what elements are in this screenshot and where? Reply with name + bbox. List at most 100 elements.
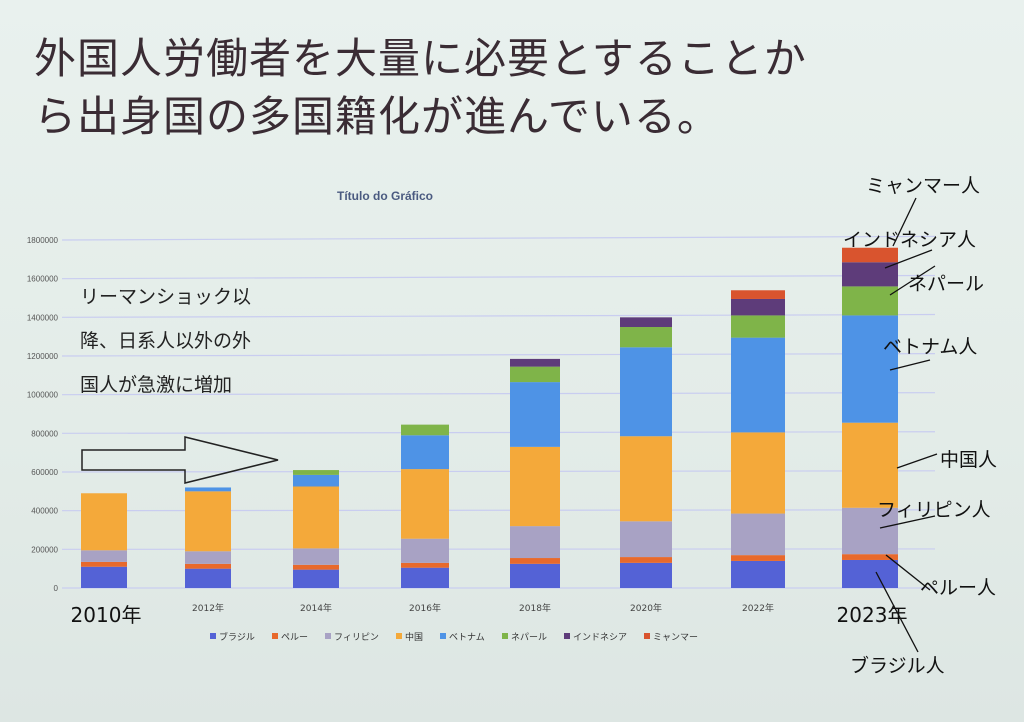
bar-segment [81,566,127,588]
legend-swatch [396,633,402,639]
annotation-leader-line [884,249,933,269]
legend-swatch [564,633,570,639]
x-tick-label: 2022年 [742,602,774,614]
bar-segment [401,469,449,539]
annotation-label: インドネシア人 [843,229,976,251]
legend-label: ミャンマー [653,633,698,643]
bar-segment [620,562,672,588]
legend-label: 中国 [405,631,423,643]
x-tick-label: 2016年 [409,602,441,614]
bar-segment [293,569,339,588]
y-tick-label: 200000 [31,545,58,554]
bar-segment [731,513,785,556]
legend-swatch [440,633,446,639]
chart-bars [81,247,898,588]
bar-segment [81,550,127,562]
x-tick-label: 2018年 [519,602,551,614]
y-tick-label: 1000000 [27,391,59,400]
bar-segment [401,435,449,470]
gridline [61,274,936,280]
y-tick-label: 1800000 [27,236,59,245]
legend-label: ペルー [281,633,308,643]
bar-segment [510,358,560,367]
x-axis-ticks: 2010年 2012年 2014年 2016年 2018年 2020年 2022年 2023年 [71,602,908,627]
bar-segment [731,298,785,316]
bar-segment [731,555,785,561]
annotation-label: ベトナム人 [883,336,977,358]
bar-segment [185,487,231,492]
bar-segment [731,337,785,433]
legend-swatch [325,633,331,639]
bar-segment [185,491,231,552]
bar-segment [401,562,449,568]
annotation-leader-line [885,554,931,591]
bar-segment [620,347,672,437]
y-tick-label: 1400000 [27,313,59,322]
bar-segment [620,436,672,522]
bar-segment [842,422,898,508]
annotation-label: ブラジル人 [850,654,945,677]
gridline [61,392,936,396]
bar-segment [401,424,449,436]
note-line-3: 国人が急激に増加 [80,374,233,396]
gridline [61,235,936,241]
y-tick-label: 400000 [31,507,58,516]
bar-segment [293,486,339,549]
slide-title: 外国人労働者を大量に必要とすることか ら出身国の多国籍化が進んでいる。 [34,30,994,146]
slide-title-line-2: ら出身国の多国籍化が進んでいる。 [34,92,720,141]
bar-segment [620,521,672,558]
annotation-label: 中国人 [940,449,997,471]
legend-label: フィリピン [334,632,379,643]
annotation-label: ミャンマー人 [866,175,980,197]
annotation-leader-line [879,515,936,529]
chart-gridlines [61,235,936,589]
y-tick-label: 800000 [31,429,58,438]
bar-segment [185,563,231,569]
gridline [61,353,936,357]
legend-label: ベトナム [449,632,485,643]
y-tick-label: 0 [54,584,59,593]
gridline [61,470,936,473]
bar-segment [510,382,560,447]
x-tick-label: 2010年 [71,603,142,627]
annotation-label: ネパール [908,273,984,295]
note-line-2: 降、日系人以外の外 [80,330,252,352]
bar-segment [510,563,560,588]
legend-label: ブラジル [219,631,255,643]
legend-swatch [644,633,650,639]
bar-segment [842,507,898,555]
slide-title-line-1: 外国人労働者を大量に必要とすることか [34,34,807,83]
gridline [61,313,936,318]
legend-swatch [502,633,508,639]
y-axis-ticks: 0 200000 400000 600000 800000 1000000 1200000 1… [27,236,59,593]
bar-segment [185,551,231,564]
bar-segment [842,559,898,588]
bar-segment [510,558,560,564]
bar-segment [81,561,127,567]
bar-segment [185,568,231,588]
legend-swatch [210,633,216,639]
chart-title: Título do Gráfico [337,189,433,203]
x-tick-label: 2014年 [300,602,332,614]
bar-segment [731,432,785,514]
bar-segment [401,567,449,588]
annotation-label: ペルー人 [920,577,996,599]
bar-segment [842,247,898,263]
bar-segment [293,470,339,475]
bar-segment [510,446,560,527]
legend-label: インドネシア [573,632,627,643]
bar-segment [401,538,449,563]
right-arrow-shape [81,436,279,484]
y-tick-label: 1600000 [27,275,59,284]
y-tick-label: 1200000 [27,352,59,361]
gridline [61,431,936,434]
bar-segment [293,548,339,565]
note-line-1: リーマンショック以 [80,286,252,308]
annotation-leader-line [892,197,917,247]
bar-segment [293,474,339,487]
bar-segment [510,366,560,383]
annotation-leader-line [889,359,931,371]
bar-segment [510,526,560,559]
